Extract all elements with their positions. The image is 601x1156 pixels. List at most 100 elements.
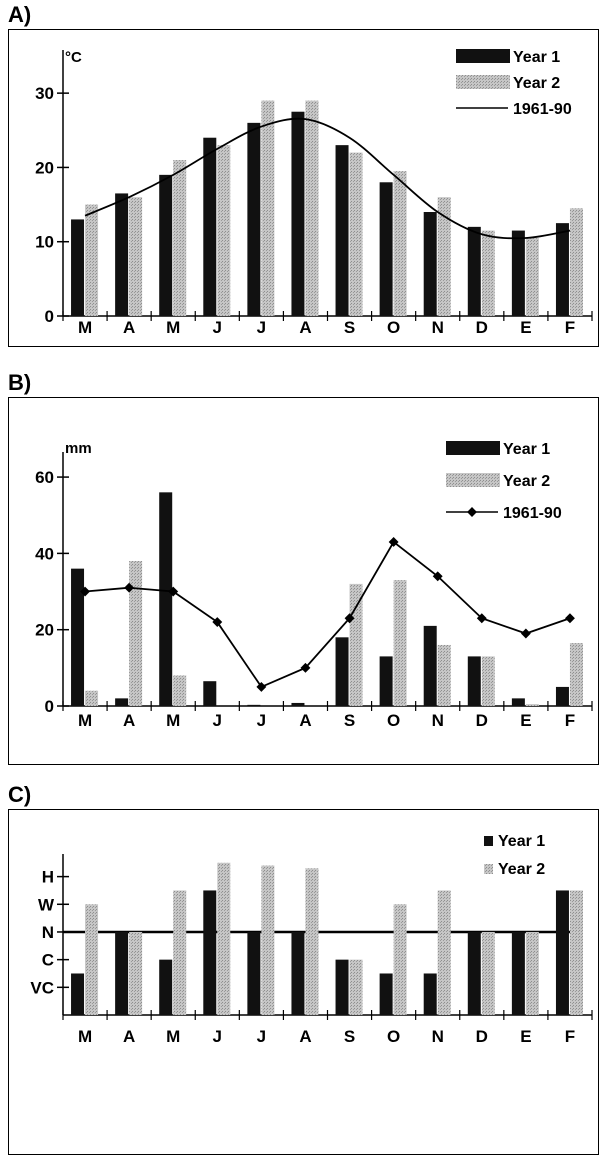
x-tick-label: M bbox=[166, 318, 180, 337]
y-tick-label: 0 bbox=[45, 697, 54, 716]
bar-year1 bbox=[467, 226, 481, 316]
chart-b: 0 20 40 60 M A M J J A S O N D E Fmm Year 1 Year 2 1961-90 bbox=[35, 440, 593, 730]
legend-label: Year 1 bbox=[513, 49, 560, 66]
bar-year2 bbox=[481, 931, 495, 1015]
bar-year1 bbox=[247, 704, 261, 706]
bar-year1 bbox=[159, 174, 173, 316]
bar-year1 bbox=[467, 656, 481, 706]
bar-year1 bbox=[423, 212, 437, 316]
bar-year1 bbox=[159, 959, 173, 1015]
x-tick-label: J bbox=[257, 711, 266, 730]
bar-year1 bbox=[291, 702, 305, 706]
x-tick-label: O bbox=[387, 711, 400, 730]
x-tick-label: S bbox=[344, 1027, 355, 1046]
x-tick-label: N bbox=[432, 318, 444, 337]
bar-year2 bbox=[437, 890, 451, 1015]
panel-b-label: B) bbox=[8, 370, 32, 395]
x-tick-label: A bbox=[123, 318, 135, 337]
x-tick-label: S bbox=[344, 318, 355, 337]
bar-year1 bbox=[335, 959, 349, 1015]
x-tick-label: J bbox=[213, 1027, 222, 1046]
y-tick-label: 40 bbox=[35, 544, 54, 563]
legend-swatch-year2 bbox=[484, 864, 493, 874]
y-unit-label: mm bbox=[65, 440, 92, 457]
x-tick-label: E bbox=[520, 318, 531, 337]
normal-1961-90-marker bbox=[256, 681, 267, 692]
bar-year1 bbox=[115, 931, 129, 1015]
x-tick-label: M bbox=[78, 711, 92, 730]
bar-year2 bbox=[173, 890, 187, 1015]
x-tick-label: J bbox=[213, 711, 222, 730]
bar-year2 bbox=[349, 152, 363, 316]
x-tick-label: M bbox=[78, 318, 92, 337]
panel-b-frame bbox=[8, 397, 599, 765]
x-tick-label: O bbox=[387, 318, 400, 337]
normal-1961-90-marker bbox=[212, 617, 223, 628]
bar-year1 bbox=[247, 931, 261, 1015]
bar-year1 bbox=[467, 931, 481, 1015]
legend-swatch-year1 bbox=[456, 49, 510, 63]
legend-label: Year 2 bbox=[503, 473, 550, 490]
bar-year2 bbox=[85, 690, 99, 706]
bar-year2 bbox=[129, 931, 143, 1015]
y-tick-label: 60 bbox=[35, 468, 54, 487]
bar-year2 bbox=[569, 643, 583, 706]
bar-year1 bbox=[115, 193, 129, 316]
normal-1961-90-line bbox=[84, 117, 571, 240]
panel-a-label: A) bbox=[8, 2, 32, 27]
bar-year1 bbox=[203, 137, 217, 316]
bar-year2 bbox=[129, 561, 143, 706]
bar-year2 bbox=[349, 583, 363, 706]
bar-year2 bbox=[261, 100, 275, 316]
bar-year2 bbox=[481, 230, 495, 316]
legend-label: Year 1 bbox=[498, 833, 545, 850]
bar-year1 bbox=[115, 698, 129, 706]
x-tick-label: D bbox=[476, 1027, 488, 1046]
bar-year1 bbox=[291, 111, 305, 316]
y-tick-label: 30 bbox=[35, 84, 54, 103]
y-tick-label: C bbox=[42, 951, 54, 970]
bar-year2 bbox=[129, 197, 143, 316]
bar-year2 bbox=[85, 204, 99, 316]
x-tick-label: O bbox=[387, 1027, 400, 1046]
x-tick-label: M bbox=[166, 711, 180, 730]
bar-year1 bbox=[247, 122, 261, 316]
x-tick-label: N bbox=[432, 711, 444, 730]
bar-year2 bbox=[305, 868, 319, 1015]
bar-year2 bbox=[173, 160, 187, 316]
normal-1961-90-marker bbox=[80, 586, 90, 597]
panel-c-frame bbox=[8, 809, 599, 1155]
normal-1961-90-marker bbox=[476, 613, 487, 624]
x-tick-label: E bbox=[520, 1027, 531, 1046]
x-tick-label: F bbox=[565, 1027, 575, 1046]
y-tick-label: 0 bbox=[45, 307, 54, 326]
bar-year1 bbox=[71, 568, 85, 706]
bar-year1 bbox=[511, 698, 525, 706]
legend-label: Year 2 bbox=[513, 75, 560, 92]
normal-1961-90-marker bbox=[344, 613, 355, 624]
bar-year1 bbox=[71, 973, 85, 1015]
y-unit-label: °C bbox=[65, 49, 82, 66]
bar-year1 bbox=[291, 931, 305, 1015]
legend-swatch-year1 bbox=[484, 836, 493, 846]
bar-year2 bbox=[217, 145, 231, 316]
normal-1961-90-marker bbox=[168, 586, 179, 597]
bar-year1 bbox=[379, 656, 393, 706]
bar-year2 bbox=[481, 656, 495, 706]
x-tick-label: D bbox=[476, 711, 488, 730]
normal-1961-90-marker bbox=[124, 582, 135, 593]
bar-year2 bbox=[525, 704, 539, 706]
bar-year2 bbox=[173, 675, 187, 706]
bar-year2 bbox=[393, 171, 407, 316]
x-tick-label: F bbox=[565, 711, 575, 730]
bar-year2 bbox=[393, 580, 407, 706]
normal-1961-90-marker bbox=[300, 662, 311, 673]
bar-year1 bbox=[379, 973, 393, 1015]
bar-year1 bbox=[335, 637, 349, 706]
normal-1961-90-marker bbox=[565, 613, 575, 624]
x-tick-label: A bbox=[299, 711, 311, 730]
legend-label: Year 1 bbox=[503, 441, 550, 458]
x-tick-label: A bbox=[123, 1027, 135, 1046]
x-tick-label: A bbox=[123, 711, 135, 730]
